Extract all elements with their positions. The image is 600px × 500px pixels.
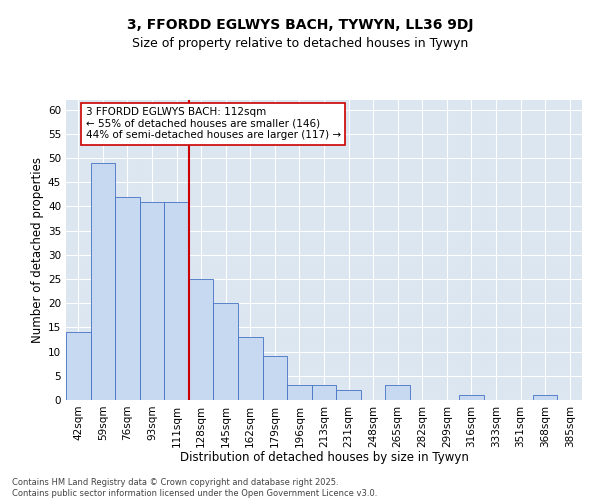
Bar: [312, 386, 336, 400]
Text: Contains HM Land Registry data © Crown copyright and database right 2025.
Contai: Contains HM Land Registry data © Crown c…: [12, 478, 377, 498]
Text: 3 FFORDD EGLWYS BACH: 112sqm
← 55% of detached houses are smaller (146)
44% of s: 3 FFORDD EGLWYS BACH: 112sqm ← 55% of de…: [86, 108, 341, 140]
Bar: [238, 337, 263, 400]
Bar: [533, 395, 557, 400]
X-axis label: Distribution of detached houses by size in Tywyn: Distribution of detached houses by size …: [179, 451, 469, 464]
Bar: [459, 395, 484, 400]
Text: Size of property relative to detached houses in Tywyn: Size of property relative to detached ho…: [132, 38, 468, 51]
Bar: [287, 386, 312, 400]
Bar: [140, 202, 164, 400]
Bar: [336, 390, 361, 400]
Bar: [164, 202, 189, 400]
Text: 3, FFORDD EGLWYS BACH, TYWYN, LL36 9DJ: 3, FFORDD EGLWYS BACH, TYWYN, LL36 9DJ: [127, 18, 473, 32]
Bar: [189, 279, 214, 400]
Y-axis label: Number of detached properties: Number of detached properties: [31, 157, 44, 343]
Bar: [91, 163, 115, 400]
Bar: [115, 197, 140, 400]
Bar: [385, 386, 410, 400]
Bar: [263, 356, 287, 400]
Bar: [214, 303, 238, 400]
Bar: [66, 332, 91, 400]
